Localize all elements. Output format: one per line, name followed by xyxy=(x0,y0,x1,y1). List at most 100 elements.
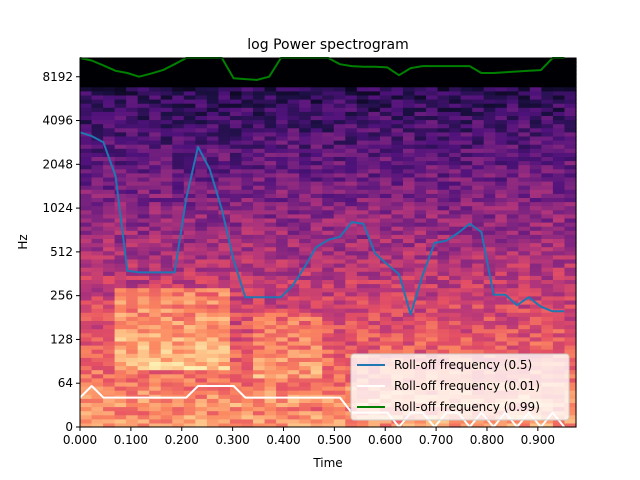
heatmap-cell xyxy=(564,258,577,264)
heatmap-cell xyxy=(529,283,542,289)
heatmap-cell xyxy=(310,242,323,248)
heatmap-cell xyxy=(287,304,300,309)
heatmap-cell xyxy=(564,82,577,88)
heatmap-cell xyxy=(449,197,462,203)
heatmap-cell xyxy=(564,332,577,338)
heatmap-cell xyxy=(472,267,485,272)
heatmap-cell xyxy=(80,422,93,428)
heatmap-cell xyxy=(91,316,104,321)
heatmap-cell xyxy=(91,258,104,264)
heatmap-cell xyxy=(391,349,404,354)
heatmap-cell xyxy=(103,316,116,321)
heatmap-cell xyxy=(414,345,427,350)
heatmap-cell xyxy=(483,103,496,108)
heatmap-cell xyxy=(80,254,93,260)
heatmap-cell xyxy=(402,349,416,354)
heatmap-cell xyxy=(183,127,196,133)
heatmap-cell xyxy=(506,160,519,166)
heatmap-cell xyxy=(541,222,554,227)
heatmap-cell xyxy=(391,336,404,342)
heatmap-cell xyxy=(218,242,231,248)
heatmap-cell xyxy=(402,283,416,289)
heatmap-cell xyxy=(241,230,254,235)
heatmap-cell xyxy=(333,283,346,289)
heatmap-cell xyxy=(264,287,277,293)
heatmap-cell xyxy=(345,242,358,248)
heatmap-cell xyxy=(449,291,462,297)
heatmap-cell xyxy=(264,361,277,367)
heatmap-cell xyxy=(160,418,173,424)
heatmap-cell xyxy=(299,353,312,358)
heatmap-cell xyxy=(322,369,335,375)
heatmap-cell xyxy=(495,172,508,178)
heatmap-cell xyxy=(310,62,323,67)
heatmap-cell xyxy=(195,156,208,162)
heatmap-cell xyxy=(299,377,312,383)
heatmap-cell xyxy=(80,107,93,112)
heatmap-cell xyxy=(552,242,566,248)
heatmap-cell xyxy=(264,312,277,317)
heatmap-cell xyxy=(172,226,185,231)
heatmap-cell xyxy=(264,357,277,362)
heatmap-cell xyxy=(241,189,254,194)
heatmap-cell xyxy=(391,156,404,162)
heatmap-cell xyxy=(472,86,485,92)
heatmap-cell xyxy=(126,267,139,272)
heatmap-cell xyxy=(160,152,173,157)
heatmap-cell xyxy=(195,398,208,403)
heatmap-cell xyxy=(356,299,369,305)
heatmap-cell xyxy=(183,369,196,375)
heatmap-cell xyxy=(91,148,104,153)
legend-label: Roll-off frequency (0.99) xyxy=(394,400,540,414)
heatmap-cell xyxy=(103,107,116,112)
heatmap-cell xyxy=(299,172,312,178)
heatmap-cell xyxy=(552,99,566,104)
heatmap-cell xyxy=(495,328,508,334)
heatmap-cell xyxy=(172,304,185,309)
heatmap-cell xyxy=(183,304,196,309)
heatmap-cell xyxy=(241,217,254,223)
heatmap-cell xyxy=(160,410,173,416)
heatmap-cell xyxy=(287,172,300,178)
heatmap-cell xyxy=(149,127,162,133)
heatmap-cell xyxy=(80,299,93,305)
heatmap-cell xyxy=(564,381,577,387)
heatmap-cell xyxy=(241,308,254,313)
heatmap-cell xyxy=(391,258,404,264)
heatmap-cell xyxy=(495,148,508,153)
heatmap-cell xyxy=(356,86,369,92)
heatmap-cell xyxy=(183,86,196,92)
heatmap-cell xyxy=(564,103,577,108)
heatmap-cell xyxy=(402,340,416,346)
heatmap-cell xyxy=(322,361,335,367)
heatmap-cell xyxy=(333,418,346,424)
heatmap-cell xyxy=(299,250,312,256)
heatmap-cell xyxy=(345,144,358,149)
heatmap-cell xyxy=(345,263,358,268)
heatmap-cell xyxy=(80,287,93,293)
heatmap-cell xyxy=(218,119,231,125)
heatmap-cell xyxy=(529,78,542,84)
heatmap-cell xyxy=(149,222,162,227)
heatmap-cell xyxy=(160,287,173,293)
heatmap-cell xyxy=(287,217,300,223)
heatmap-cell xyxy=(103,361,116,367)
heatmap-cell xyxy=(80,246,93,252)
heatmap-cell xyxy=(460,246,473,252)
heatmap-cell xyxy=(333,197,346,203)
heatmap-cell xyxy=(253,70,266,75)
heatmap-cell xyxy=(264,377,277,383)
heatmap-cell xyxy=(426,127,439,133)
heatmap-cell xyxy=(264,111,277,116)
heatmap-cell xyxy=(483,283,496,289)
heatmap-cell xyxy=(276,283,289,289)
heatmap-cell xyxy=(253,361,266,367)
heatmap-cell xyxy=(356,349,369,354)
heatmap-cell xyxy=(529,86,542,92)
heatmap-cell xyxy=(195,250,208,256)
heatmap-cell xyxy=(368,267,381,272)
heatmap-cell xyxy=(402,328,416,334)
heatmap-cell xyxy=(437,263,450,268)
heatmap-cell xyxy=(183,299,196,305)
heatmap-cell xyxy=(368,295,381,301)
